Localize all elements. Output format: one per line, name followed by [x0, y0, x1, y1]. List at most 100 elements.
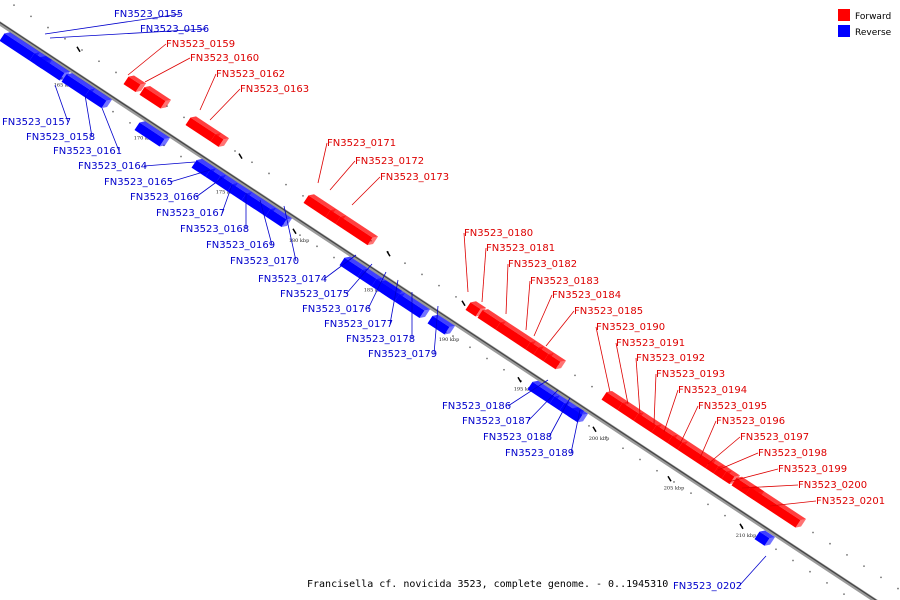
leader-line [525, 280, 531, 331]
leader-line [199, 73, 217, 111]
legend-forward-swatch [838, 9, 850, 21]
leader-line [615, 342, 629, 405]
tick-label: 195 kbp [514, 386, 535, 392]
leader-line [329, 160, 356, 191]
gene-label: FN3523_0158 [26, 132, 95, 143]
leader-line [653, 373, 657, 425]
gene-label: FN3523_0200 [798, 480, 867, 491]
gene-label: FN3523_0161 [53, 146, 122, 157]
leader-line [49, 28, 207, 39]
leader-line [84, 94, 93, 138]
gene-label: FN3523_0157 [2, 117, 71, 128]
gene-label: FN3523_0197 [740, 432, 809, 443]
gene-label: FN3523_0174 [258, 274, 327, 285]
gene-label: FN3523_0186 [442, 401, 511, 412]
gene-feature [335, 215, 379, 246]
gene-label: FN3523_0169 [206, 240, 275, 251]
gene-label: FN3523_0188 [483, 432, 552, 443]
leader-line [717, 452, 759, 471]
gene-feature [745, 486, 807, 528]
gene-label: FN3523_0175 [280, 289, 349, 300]
gene-label: FN3523_0195 [698, 401, 767, 412]
leader-line [351, 176, 381, 206]
leader-line [367, 271, 387, 310]
leader-line [533, 294, 553, 337]
leader-line [481, 247, 487, 303]
leader-line [317, 142, 328, 184]
tick-label: 175 kbp [216, 190, 237, 196]
gene-label: FN3523_0193 [656, 369, 725, 380]
leader-line [570, 409, 581, 454]
leader-line [221, 184, 233, 214]
gene-label: FN3523_0168 [180, 224, 249, 235]
gene-label: FN3523_0167 [156, 208, 225, 219]
gene-label: FN3523_0184 [552, 290, 621, 301]
gene-label: FN3523_0187 [462, 416, 531, 427]
leader-line [54, 84, 69, 123]
gene-feature [134, 121, 171, 147]
leader-line [679, 405, 699, 445]
tick-label: 180 kbp [289, 238, 310, 244]
gene-label: FN3523_0162 [216, 69, 285, 80]
gene-feature [29, 52, 71, 81]
leader-line [527, 389, 559, 422]
leader-line [463, 232, 469, 293]
gene-label: FN3523_0166 [130, 192, 199, 203]
leader-line [127, 43, 167, 76]
gene-feature [394, 292, 431, 319]
gene-label: FN3523_0170 [230, 256, 299, 267]
leader-line [595, 326, 611, 393]
gene-label: FN3523_0173 [380, 172, 449, 183]
gene-feature [139, 86, 172, 109]
gene-label: FN3523_0156 [140, 24, 209, 35]
leader-line [707, 436, 741, 465]
tick-label: 185 kbp [364, 287, 385, 293]
leader-line [101, 107, 120, 152]
label-leader-lines [44, 13, 817, 587]
legend-reverse-label: Reverse [855, 28, 892, 38]
gene-label: FN3523_0163 [240, 84, 309, 95]
legend-reverse-swatch [838, 25, 850, 37]
leader-line [169, 169, 211, 183]
gene-feature [84, 88, 113, 109]
tick-label: 170 kbp [134, 136, 155, 142]
leader-line [741, 484, 799, 489]
gene-label: FN3523_0160 [190, 53, 259, 64]
tick-label: 190 kbp [439, 337, 460, 343]
gene-label: FN3523_0185 [574, 306, 643, 317]
genome-caption: Francisella cf. novicida 3523, complete … [307, 579, 668, 590]
gene-label: FN3523_0190 [596, 322, 665, 333]
leader-line [389, 279, 399, 325]
gene-feature [465, 301, 487, 317]
gene-feature [210, 132, 230, 147]
leader-line [738, 555, 767, 587]
tick-label: 210 kbp [736, 533, 757, 539]
gene-label: FN3523_0194 [678, 385, 747, 396]
gene-label: FN3523_0164 [78, 161, 147, 172]
gene-label: FN3523_0180 [464, 228, 533, 239]
scale-dots [10, 4, 899, 596]
gene-label: FN3523_0199 [778, 464, 847, 475]
gene-label: FN3523_0165 [104, 177, 173, 188]
gene-feature [567, 407, 589, 423]
leader-line [44, 13, 181, 35]
gene-label: FN3523_0201 [816, 496, 885, 507]
leader-line [699, 420, 717, 459]
leader-line [209, 88, 241, 121]
gene-feature [754, 530, 776, 546]
gene-label: FN3523_0179 [368, 349, 437, 360]
gene-feature [543, 352, 567, 370]
leader-line [195, 177, 223, 198]
leader-line [507, 379, 549, 407]
leader-line [727, 468, 779, 483]
gene-label: FN3523_0177 [324, 319, 393, 330]
gene-feature [123, 75, 147, 93]
leader-line [144, 57, 191, 83]
leader-line [548, 397, 571, 438]
leader-line [283, 205, 297, 262]
leader-line [545, 310, 575, 347]
leader-line [769, 500, 817, 507]
legend: Forward Reverse [838, 9, 892, 38]
gene-label: FN3523_0172 [355, 156, 424, 167]
gene-feature [427, 314, 456, 335]
